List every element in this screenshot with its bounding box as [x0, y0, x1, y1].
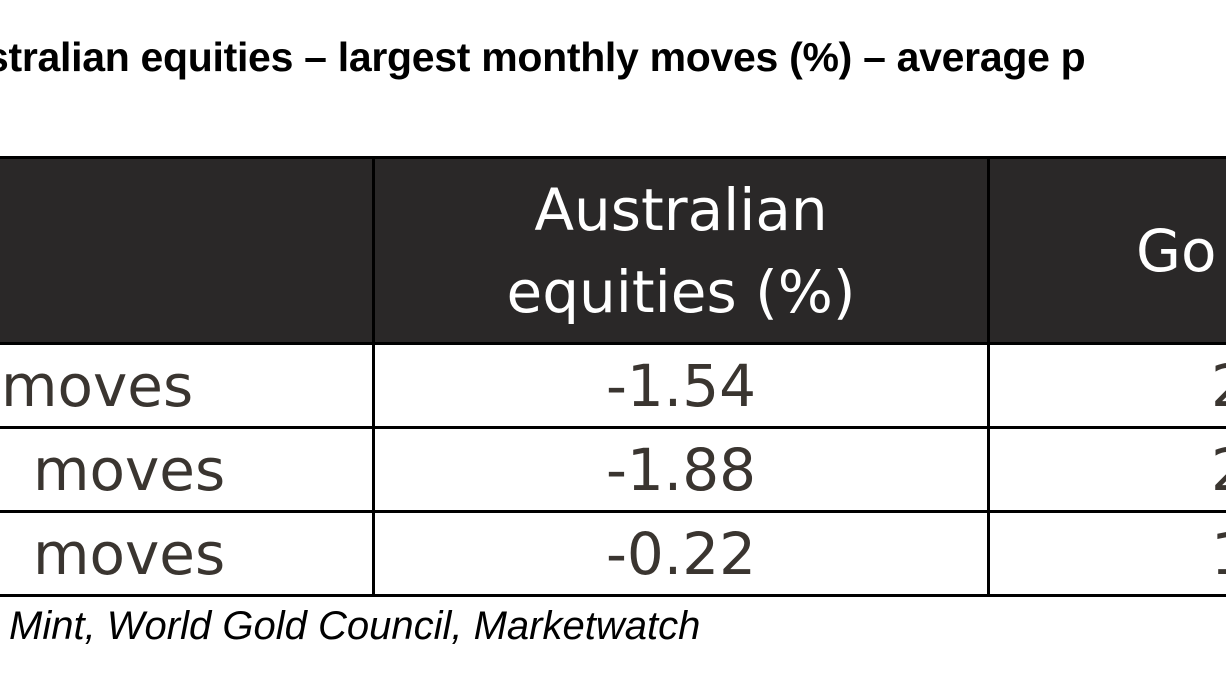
header-cell-label	[0, 156, 375, 345]
header-line: Go	[1136, 216, 1217, 285]
header-line: equities (%)	[506, 257, 856, 326]
gold-value: 1	[987, 510, 1226, 597]
gold-value: 2	[987, 426, 1226, 513]
australian-equities-value: -1.88	[372, 426, 990, 513]
gold-value: 2	[987, 342, 1226, 429]
source-note: Mint, World Gold Council, Marketwatch	[9, 604, 701, 648]
table-row: moves -1.54 2	[0, 342, 1226, 429]
header-cell-australian-equities: Australian equities (%)	[372, 156, 990, 345]
header-cell-gold: Go	[987, 156, 1226, 345]
row-label: moves	[0, 510, 375, 597]
table-row: moves -1.88 2	[0, 426, 1226, 513]
row-label: moves	[0, 426, 375, 513]
australian-equities-value: -0.22	[372, 510, 990, 597]
header-row: Australian equities (%) Go	[0, 156, 1226, 345]
chart-title: stralian equities – largest monthly move…	[0, 34, 1086, 80]
header-line: Australian	[534, 175, 828, 244]
table-row: moves -0.22 1	[0, 510, 1226, 597]
row-label: moves	[0, 342, 375, 429]
data-table: Australian equities (%) Go moves -1.54 2…	[0, 156, 1226, 597]
australian-equities-value: -1.54	[372, 342, 990, 429]
